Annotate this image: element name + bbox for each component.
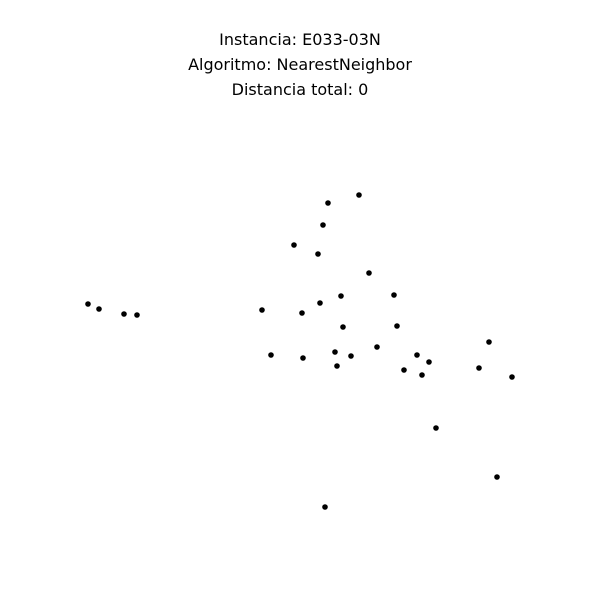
data-point-25 (426, 359, 432, 365)
data-point-33 (322, 504, 328, 510)
data-point-17 (394, 323, 400, 329)
data-point-7 (391, 292, 397, 298)
data-point-26 (401, 367, 407, 373)
data-point-2 (356, 192, 362, 198)
data-point-9 (317, 300, 323, 306)
data-point-29 (476, 365, 482, 371)
data-point-21 (268, 352, 274, 358)
chart-title-distance: Distancia total: 0 (232, 80, 369, 99)
data-point-3 (320, 222, 326, 228)
data-point-10 (85, 301, 91, 307)
data-point-14 (259, 307, 265, 313)
data-point-27 (419, 372, 425, 378)
data-point-22 (300, 355, 306, 361)
data-point-30 (509, 374, 515, 380)
data-point-23 (334, 363, 340, 369)
data-point-13 (134, 312, 140, 318)
data-point-1 (325, 200, 331, 206)
data-point-8 (338, 293, 344, 299)
data-point-18 (374, 344, 380, 350)
data-point-6 (366, 270, 372, 276)
data-points (85, 192, 515, 510)
data-point-32 (494, 474, 500, 480)
chart-title-algorithm: Algoritmo: NearestNeighbor (188, 55, 412, 74)
data-point-19 (332, 349, 338, 355)
data-point-20 (348, 353, 354, 359)
data-point-12 (121, 311, 127, 317)
data-point-31 (433, 425, 439, 431)
data-point-4 (291, 242, 297, 248)
data-point-16 (340, 324, 346, 330)
data-point-11 (96, 306, 102, 312)
data-point-15 (299, 310, 305, 316)
chart-title-instance: Instancia: E033-03N (219, 30, 381, 49)
data-point-24 (414, 352, 420, 358)
data-point-5 (315, 251, 321, 257)
data-point-28 (486, 339, 492, 345)
